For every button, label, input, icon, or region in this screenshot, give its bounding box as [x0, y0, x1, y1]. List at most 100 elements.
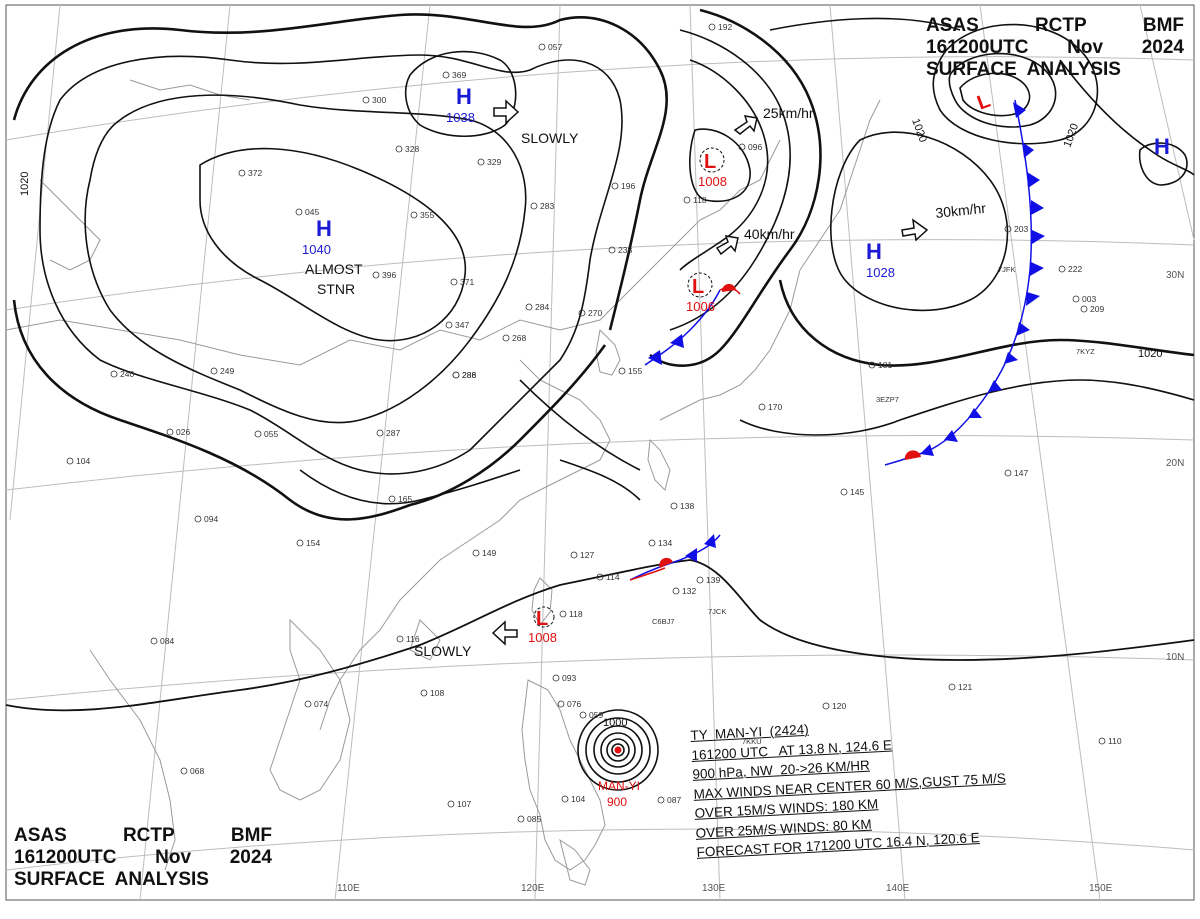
station-value: 170: [768, 402, 782, 412]
station-marker-icon: [868, 361, 876, 369]
cold-front-barb: [1013, 102, 1026, 118]
station-marker-icon: [758, 403, 766, 411]
stationary-label: STNR: [317, 281, 355, 297]
low-symbol: L: [536, 608, 548, 630]
station-value: 209: [1090, 304, 1104, 314]
motion-arrow-icon: [901, 218, 929, 242]
station-value: 138: [680, 501, 694, 511]
station-marker-icon: [477, 158, 485, 166]
station-value: 116: [406, 634, 420, 644]
station-value: 149: [482, 548, 496, 558]
station-value: 355: [420, 210, 434, 220]
lon-label: 120E: [521, 883, 545, 894]
station-marker-icon: [66, 457, 74, 465]
low-value: 1008: [528, 630, 557, 645]
low-value: 1006: [686, 299, 715, 314]
station-marker-icon: [559, 610, 567, 618]
station-value: 110: [1108, 736, 1122, 746]
motion-arrow-icon: [491, 620, 518, 646]
station-value: 045: [305, 207, 319, 217]
station-marker-icon: [840, 488, 848, 496]
station-marker-icon: [447, 800, 455, 808]
ship-station-id: 7KKU: [742, 737, 762, 746]
motion-labels: SLOWLY 25km/hr 40km/hr 30km/hr SLOWLY AL…: [305, 105, 987, 659]
station-marker-icon: [396, 635, 404, 643]
station-marker-icon: [442, 71, 450, 79]
station-marker-icon: [445, 321, 453, 329]
high-symbol: H: [866, 239, 882, 264]
cold-front-barb: [1004, 352, 1018, 364]
high-symbol: H: [316, 216, 332, 241]
station-value: 222: [1068, 264, 1082, 274]
station-value: 118: [569, 609, 583, 619]
cold-front-barb: [1031, 200, 1044, 215]
station-value: 096: [748, 142, 762, 152]
cold-front-barb: [1032, 230, 1045, 244]
station-value: 132: [682, 586, 696, 596]
cold-front-barb: [1027, 172, 1040, 188]
station-value: 147: [1014, 468, 1028, 478]
station-marker-icon: [1004, 469, 1012, 477]
station-marker-icon: [362, 96, 370, 104]
station-marker-icon: [579, 711, 587, 719]
station-value: 283: [540, 201, 554, 211]
station-marker-icon: [450, 278, 458, 286]
station-value: 120: [832, 701, 846, 711]
high-center: H 1038: [446, 84, 475, 125]
station-marker-icon: [395, 145, 403, 153]
low-center: L 1008: [528, 606, 557, 645]
lat-label: 30N: [1166, 270, 1184, 281]
station-marker-icon: [596, 573, 604, 581]
lon-label: 130E: [702, 883, 726, 894]
station-value: 076: [567, 699, 581, 709]
station-value: 284: [535, 302, 549, 312]
station-marker-icon: [376, 429, 384, 437]
station-value: 155: [628, 366, 642, 376]
header-token: BMF: [230, 825, 272, 846]
header-token: BMF: [1142, 15, 1184, 36]
isobar-labels: 1020 1020 1020 1020 1000: [19, 117, 1162, 729]
header-token: 2024: [229, 847, 272, 868]
header-token: Nov: [1067, 37, 1104, 58]
station-value: 104: [571, 794, 585, 804]
coastlines: [5, 79, 881, 886]
low-symbol: L: [704, 151, 716, 173]
cold-front-barb: [944, 430, 958, 442]
station-marker-icon: [1098, 737, 1106, 745]
station-value: 233: [618, 245, 632, 255]
motion-arrow-icon: [493, 99, 520, 125]
station-value: 074: [314, 699, 328, 709]
station-marker-icon: [670, 502, 678, 510]
station-marker-icon: [472, 549, 480, 557]
lon-label: 150E: [1089, 883, 1113, 894]
station-marker-icon: [672, 587, 680, 595]
station-marker-icon: [557, 700, 565, 708]
station-marker-icon: [110, 370, 118, 378]
station-value: 371: [460, 277, 474, 287]
isobars: [5, 8, 1195, 791]
ship-station-id: 7JCK: [708, 607, 726, 616]
station-marker-icon: [657, 796, 665, 804]
high-center: H 1028: [866, 239, 895, 280]
ship-station-id: 7JFK: [998, 265, 1016, 274]
ship-station-id: 7KYZ: [1076, 347, 1095, 356]
high-symbol: H: [1154, 134, 1170, 159]
fronts: [629, 99, 1045, 581]
typhoon-info: TY MAN-YI (2424) 161200 UTC AT 13.8 N, 1…: [690, 710, 1009, 863]
station-marker-icon: [304, 700, 312, 708]
cold-front-barb: [920, 444, 934, 456]
station-marker-icon: [410, 211, 418, 219]
station-value: 192: [718, 22, 732, 32]
station-value: 287: [386, 428, 400, 438]
motion-arrow-icon: [733, 115, 758, 135]
station-marker-icon: [517, 815, 525, 823]
ship-station-id: C6BJ7: [652, 617, 675, 626]
station-value: 288: [462, 370, 476, 380]
station-value: 268: [512, 333, 526, 343]
station-marker-icon: [502, 334, 510, 342]
station-marker-icon: [388, 495, 396, 503]
station-value: 087: [667, 795, 681, 805]
cold-front-barb: [1022, 142, 1034, 158]
station-marker-icon: [738, 143, 746, 151]
